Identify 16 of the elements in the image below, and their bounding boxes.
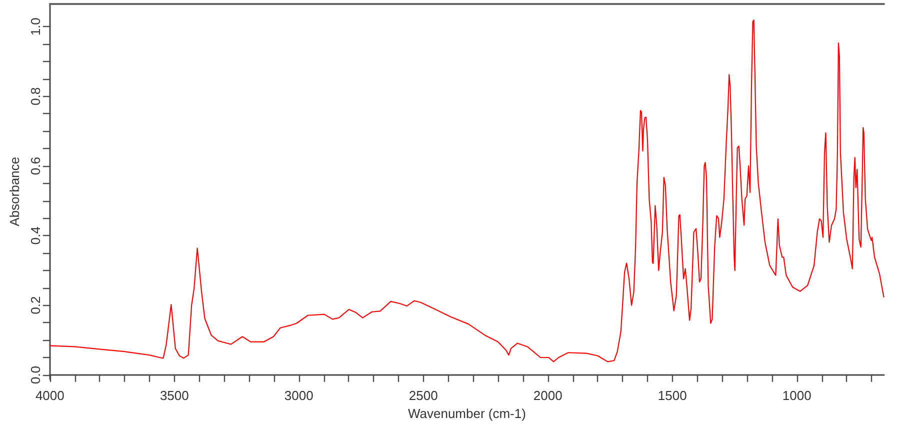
y-tick-label: 0.8 bbox=[28, 87, 43, 106]
y-axis-title: Absorbance bbox=[7, 156, 22, 226]
x-tick-label: 2500 bbox=[408, 388, 438, 404]
x-tick-label: 3500 bbox=[160, 388, 189, 404]
x-tick-label: 1000 bbox=[782, 388, 812, 404]
y-tick-label: 0.2 bbox=[28, 296, 43, 314]
y-tick-label: 0.0 bbox=[28, 366, 43, 384]
y-tick-label: 0.6 bbox=[28, 156, 43, 175]
x-axis-title: Wavenumber (cm-1) bbox=[408, 406, 526, 421]
line-series bbox=[49, 19, 884, 362]
x-tick-label: 4000 bbox=[35, 388, 64, 404]
x-tick-label: 3000 bbox=[284, 388, 314, 404]
y-tick-label: 1.0 bbox=[28, 18, 43, 36]
y-tick-label: 0.4 bbox=[28, 226, 43, 245]
x-tick-label: 2000 bbox=[533, 388, 562, 404]
x-tick-label: 1500 bbox=[658, 388, 687, 404]
